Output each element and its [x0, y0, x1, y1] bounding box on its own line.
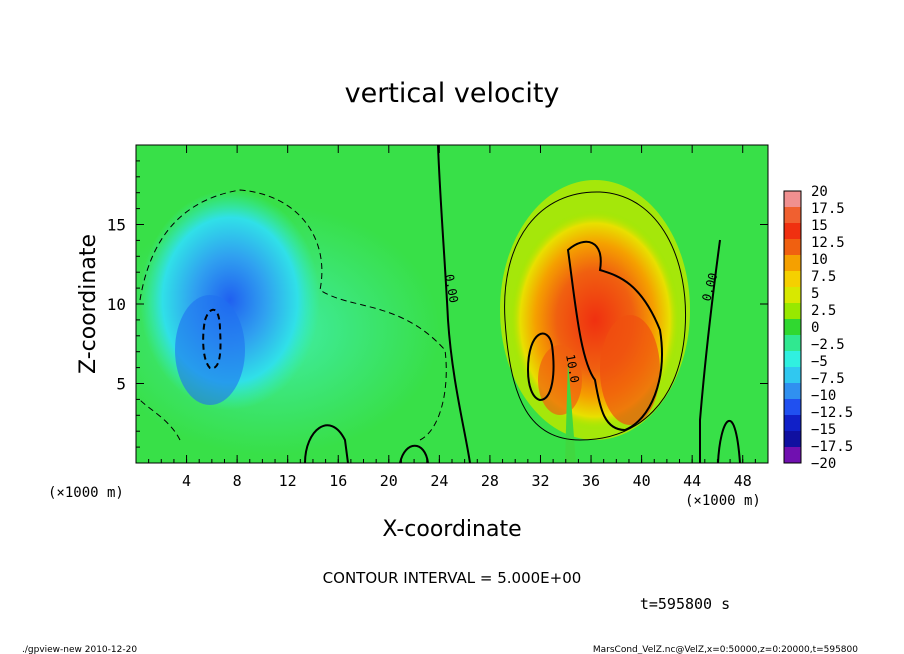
colorbar-label: 17.5	[811, 201, 845, 217]
colorbar-swatch	[784, 399, 801, 416]
x-tick-label: 40	[633, 472, 651, 490]
x-unit-right: (×1000 m)	[685, 493, 761, 509]
contour-neg-10-dashed	[202, 308, 222, 370]
downdraft-core-2	[175, 295, 245, 405]
colorbar-swatch	[784, 319, 801, 336]
colorbar-swatch	[784, 223, 801, 240]
colorbar-label: 0	[811, 320, 819, 336]
colorbar-swatch	[784, 303, 801, 320]
contour-label-2: 10.0	[563, 353, 582, 384]
colorbar-swatch	[784, 207, 801, 224]
x-tick-label: 8	[233, 472, 242, 490]
colorbar-label: 20	[811, 184, 828, 200]
contour-10-left-lobe	[526, 332, 555, 402]
colorbar-label: −5	[811, 354, 828, 370]
x-tick-label: 36	[582, 472, 600, 490]
colorbar-swatch	[784, 255, 801, 272]
y-tick-label: 5	[116, 375, 126, 394]
contour-label-0: 0.00	[442, 273, 461, 304]
x-unit-left: (×1000 m)	[48, 485, 124, 501]
contour-10-updraft	[566, 240, 663, 432]
green-column	[565, 360, 576, 463]
colorbar-swatch	[784, 335, 801, 352]
contour-5-updraft	[504, 191, 687, 441]
colorbar-swatch	[784, 447, 801, 464]
colorbar-swatch	[784, 239, 801, 256]
colorbar-label: −12.5	[811, 405, 853, 421]
x-tick-label: 12	[279, 472, 297, 490]
x-tick-label: 44	[683, 472, 701, 490]
x-tick-label: 24	[430, 472, 448, 490]
colorbar-swatch	[784, 367, 801, 384]
colorbar-label: −20	[811, 456, 836, 472]
colorbar-label: −2.5	[811, 337, 845, 353]
y-tick-label: 15	[107, 216, 126, 235]
bottom-contour-2	[399, 444, 429, 463]
colorbar-label: 2.5	[811, 303, 836, 319]
colorbar-swatch	[784, 415, 801, 432]
colorbar-label: −15	[811, 422, 836, 438]
colorbar-label: 12.5	[811, 235, 845, 251]
colorbar: 2017.51512.5107.552.50−2.5−5−7.5−10−12.5…	[783, 184, 853, 472]
colorbar-swatch	[784, 351, 801, 368]
x-tick-label: 48	[734, 472, 752, 490]
colorbar-label: 10	[811, 252, 828, 268]
updraft-core-2	[600, 315, 660, 425]
contour-neg-dashed	[139, 189, 447, 441]
footer-left: ./gpview-new 2010-12-20	[22, 645, 137, 654]
x-axis-label: X-coordinate	[382, 517, 521, 542]
colorbar-swatch	[784, 191, 801, 208]
bottom-contour-3	[717, 420, 741, 463]
x-tick-label: 28	[481, 472, 499, 490]
x-tick-label: 32	[531, 472, 549, 490]
colorbar-label: −10	[811, 388, 836, 404]
colorbar-swatch	[784, 271, 801, 288]
footer-right: MarsCond_VelZ.nc@VelZ,x=0:50000,z=0:2000…	[593, 645, 858, 654]
zero-contour-left	[437, 145, 471, 463]
zero-contour-right	[699, 239, 721, 463]
time-label: t=595800 s	[640, 595, 730, 613]
x-tick-label: 20	[380, 472, 398, 490]
y-axis-label: Z-coordinate	[76, 234, 101, 374]
colorbar-label: 15	[811, 218, 828, 234]
colorbar-frame	[783, 190, 802, 464]
x-tick-label: 16	[329, 472, 347, 490]
colorbar-label: 5	[811, 286, 819, 302]
y-axis: 5 10 15	[107, 160, 768, 448]
plot-area: 0.00 0.00 10.0	[136, 145, 768, 463]
colorbar-label: −7.5	[811, 371, 845, 387]
updraft-core-3	[538, 345, 582, 415]
bottom-contour-1	[304, 424, 349, 463]
x-axis: 4 8 12 16 20 24 28 32 36 40 44 48	[148, 145, 756, 490]
colorbar-label: −17.5	[811, 439, 853, 455]
y-tick-label: 10	[107, 295, 126, 314]
contour-interval: CONTOUR INTERVAL = 5.000E+00	[323, 569, 582, 587]
colorbar-swatch	[784, 431, 801, 448]
chart-title: vertical velocity	[345, 78, 560, 109]
colorbar-label: 7.5	[811, 269, 836, 285]
x-tick-label: 4	[182, 472, 191, 490]
colorbar-swatch	[784, 383, 801, 400]
colorbar-swatch	[784, 287, 801, 304]
